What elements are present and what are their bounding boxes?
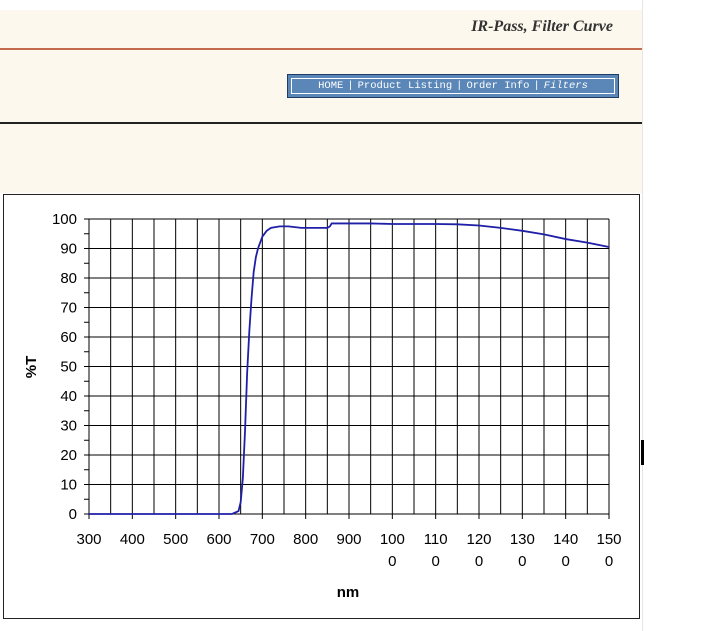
x-tick-label: 130 (510, 531, 535, 548)
x-tick-label: 400 (120, 531, 145, 548)
x-tick-label-line2: 0 (388, 553, 396, 570)
nav-order-info-link[interactable]: Order Info (466, 80, 530, 92)
x-tick-label-line2: 0 (518, 553, 526, 570)
x-tick-label-line2: 0 (475, 553, 483, 570)
nav-bar: HOME | Product Listing | Order Info | Fi… (287, 74, 619, 98)
x-tick-label: 140 (553, 531, 578, 548)
header-divider (0, 48, 642, 50)
nav-product-listing-link[interactable]: Product Listing (357, 80, 453, 92)
y-tick-label: 10 (60, 477, 77, 494)
x-tick-label: 120 (466, 531, 491, 548)
chart-frame: 0 10 20 30 40 50 60 70 80 90 100 300 400 500 600 700 80… (3, 194, 640, 619)
x-tick-label: 100 (380, 531, 405, 548)
x-tick-label-line2: 0 (431, 553, 439, 570)
nav-separator: | (347, 80, 354, 92)
nav-bar-inner: HOME | Product Listing | Order Info | Fi… (291, 78, 615, 94)
x-tick-label: 600 (206, 531, 231, 548)
y-tick-label: 0 (69, 506, 77, 523)
nav-separator: | (533, 80, 540, 92)
x-tick-label: 900 (336, 531, 361, 548)
x-tick-labels: 300 400 500 600 700 800 900 1000110012001300140… (76, 531, 621, 570)
y-tick-label: 90 (60, 241, 77, 258)
y-tick-labels: 0 10 20 30 40 50 60 70 80 90 100 (52, 211, 77, 523)
nav-home-link[interactable]: HOME (318, 80, 344, 92)
x-axis-label: nm (337, 584, 360, 601)
x-tick-label: 700 (250, 531, 275, 548)
page-edge (642, 0, 643, 631)
x-tick-label: 110 (424, 531, 448, 548)
y-tick-label: 40 (60, 388, 77, 405)
y-tick-label: 30 (60, 418, 77, 435)
y-tick-label: 70 (60, 300, 77, 317)
y-axis-label: %T (23, 356, 40, 379)
nav-filters-link[interactable]: Filters (543, 80, 588, 92)
x-tick-label-line2: 0 (561, 553, 569, 570)
nav-separator: | (456, 80, 463, 92)
x-tick-label: 500 (163, 531, 188, 548)
section-divider (0, 122, 642, 124)
filter-curve-chart: 0 10 20 30 40 50 60 70 80 90 100 300 400 500 600 700 80… (23, 211, 622, 601)
header-banner (0, 10, 642, 193)
y-tick-label: 20 (60, 447, 77, 464)
x-tick-label: 800 (293, 531, 318, 548)
x-tick-label: 150 (596, 531, 621, 548)
transmission-curve (89, 222, 610, 515)
y-tick-label: 100 (52, 211, 77, 228)
grid-lines (84, 218, 610, 519)
edge-marker (641, 440, 644, 465)
y-tick-label: 50 (60, 359, 77, 376)
x-tick-label-line2: 0 (605, 553, 613, 570)
y-tick-label: 80 (60, 270, 77, 287)
y-tick-label: 60 (60, 329, 77, 346)
x-tick-label: 300 (76, 531, 101, 548)
page-title: IR-Pass, Filter Curve (471, 18, 613, 35)
